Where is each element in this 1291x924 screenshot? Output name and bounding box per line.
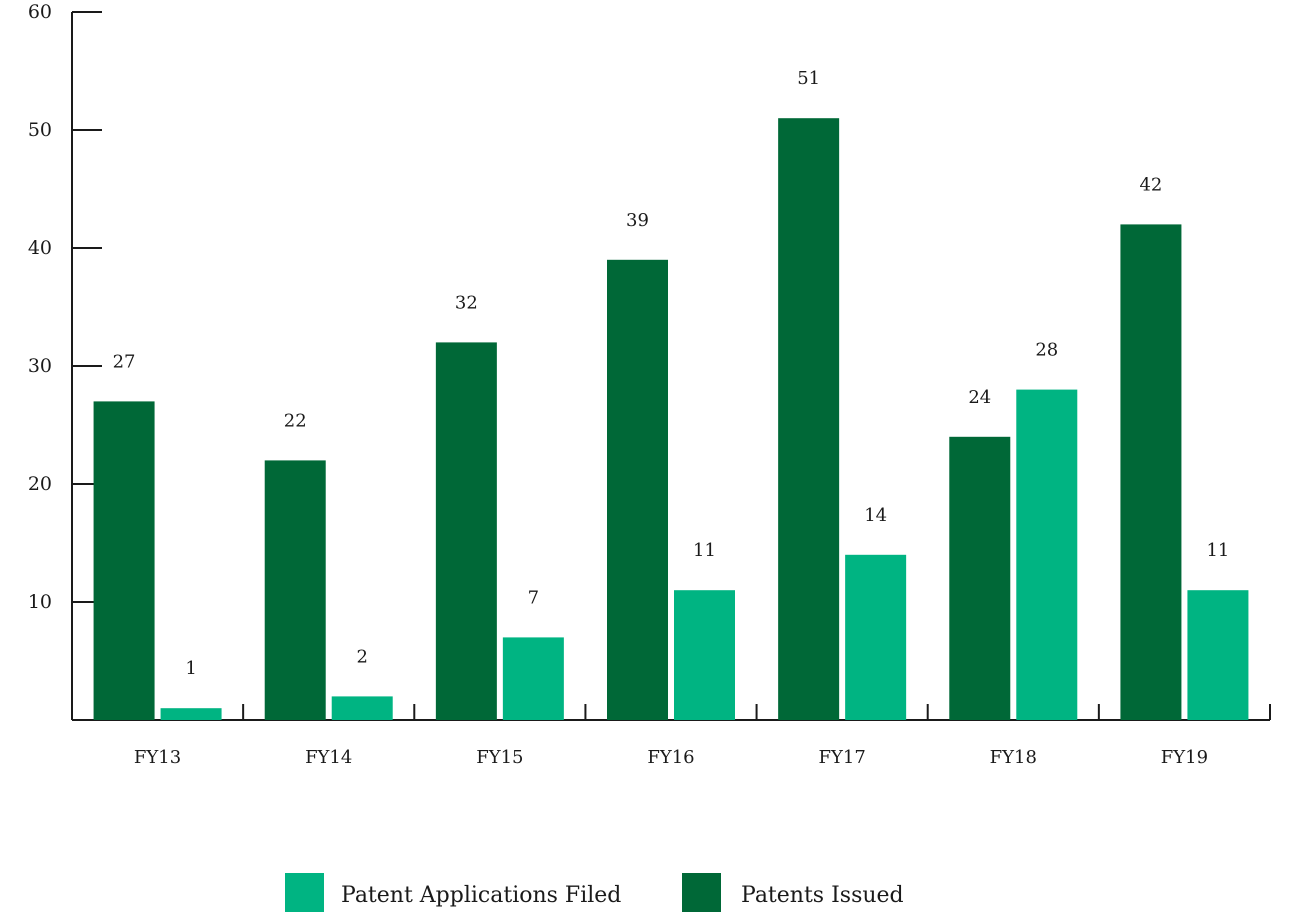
legend-label: Patent Applications Filed (341, 883, 621, 908)
y-tick-label: 30 (28, 355, 52, 377)
x-tick-label: FY13 (134, 747, 181, 768)
legend-label: Patents Issued (741, 883, 904, 908)
data-label: 11 (1206, 540, 1229, 561)
data-label: 2 (356, 646, 367, 667)
data-label: 28 (1035, 340, 1058, 361)
x-tick-label: FY17 (819, 747, 866, 768)
data-label: 42 (1139, 174, 1162, 195)
bar-patent-applications-filed (502, 637, 564, 720)
legend-swatch (285, 873, 324, 912)
x-axis: FY13 FY14 FY15 FY16 FY17 FY18 FY19 (72, 704, 1271, 768)
bar-patents-issued (93, 401, 155, 720)
x-tick-label: FY16 (647, 747, 694, 768)
bar-patents-issued (607, 259, 668, 720)
data-label: 1 (185, 658, 196, 679)
data-label: 27 (113, 351, 136, 372)
y-tick-label: 10 (28, 591, 52, 613)
data-label: 11 (693, 540, 716, 561)
data-label: 24 (968, 387, 991, 408)
data-label: 32 (455, 292, 478, 313)
x-tick-label: FY15 (476, 747, 523, 768)
bar-patents-issued (949, 436, 1011, 720)
y-axis: 10 20 30 40 50 60 (28, 1, 102, 720)
y-tick-label: 60 (28, 1, 52, 23)
bar-patents-issued (435, 342, 497, 720)
bar-patent-applications-filed (160, 708, 222, 720)
x-tick-label: FY19 (1161, 747, 1208, 768)
legend-swatch (682, 873, 721, 912)
y-tick-label: 50 (28, 119, 52, 141)
data-label: 51 (797, 68, 820, 89)
bar-patents-issued (264, 460, 326, 720)
bar-patents-issued (1120, 224, 1182, 720)
bar-patent-applications-filed (1016, 389, 1078, 720)
data-label: 39 (626, 210, 649, 231)
bar-patent-applications-filed (845, 554, 907, 720)
data-label: 14 (864, 505, 887, 526)
bars (93, 118, 1249, 720)
bar-patent-applications-filed (1187, 590, 1249, 720)
x-tick-label: FY18 (990, 747, 1037, 768)
y-tick-label: 40 (28, 237, 52, 259)
bar-patent-applications-filed (331, 696, 393, 720)
data-label: 22 (284, 410, 307, 431)
x-tick-label: FY14 (305, 747, 352, 768)
y-tick-label: 20 (28, 473, 52, 495)
legend: Patent Applications Filed Patents Issued (285, 873, 904, 912)
bar-patent-applications-filed (674, 590, 735, 720)
bar-patents-issued (778, 118, 840, 720)
data-label: 7 (528, 587, 539, 608)
